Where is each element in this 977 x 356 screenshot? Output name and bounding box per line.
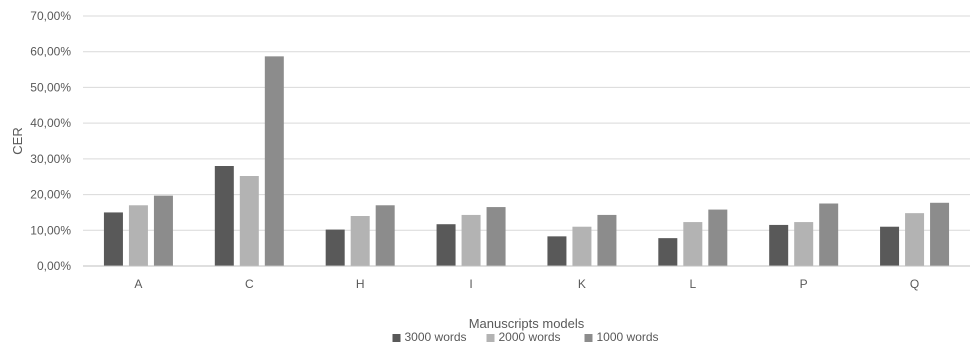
- bar: [658, 238, 678, 266]
- x-tick-label: K: [578, 277, 586, 291]
- bar: [103, 212, 123, 266]
- x-tick-label: Q: [910, 277, 919, 291]
- y-tick-label: 70,00%: [30, 9, 71, 23]
- legend-label: 2000 words: [499, 330, 561, 344]
- bar: [486, 207, 506, 266]
- bar: [708, 209, 728, 266]
- bars: [103, 56, 950, 266]
- y-axis-title: CER: [10, 127, 25, 154]
- x-axis-title: Manuscripts models: [469, 316, 585, 331]
- bar: [547, 236, 567, 266]
- bar: [264, 56, 284, 266]
- bar: [239, 176, 259, 266]
- legend-item: 2000 words: [486, 330, 561, 344]
- bar: [375, 205, 395, 266]
- bar: [436, 224, 456, 266]
- legend-item: 1000 words: [584, 330, 659, 344]
- bar: [214, 166, 234, 266]
- y-tick-label: 50,00%: [30, 80, 71, 94]
- legend-item: 3000 words: [392, 330, 467, 344]
- legend: 3000 words 2000 words 1000 words: [392, 330, 659, 344]
- legend-swatch: [486, 334, 495, 342]
- bar: [325, 229, 345, 266]
- legend-swatch: [392, 334, 401, 342]
- x-tick-label: L: [689, 277, 696, 291]
- bar: [350, 216, 370, 266]
- bar: [769, 224, 789, 266]
- bar: [683, 222, 703, 266]
- y-tick-label: 30,00%: [30, 152, 71, 166]
- bar: [905, 213, 925, 266]
- bar: [880, 226, 900, 266]
- x-tick-label: I: [469, 277, 472, 291]
- y-axis-ticks: 0,00% 10,00% 20,00% 30,00% 40,00% 50,00% 60,00…: [30, 9, 71, 273]
- x-tick-label: H: [356, 277, 365, 291]
- legend-label: 3000 words: [405, 330, 467, 344]
- y-tick-label: 0,00%: [37, 259, 71, 273]
- y-tick-label: 10,00%: [30, 223, 71, 237]
- y-tick-label: 60,00%: [30, 45, 71, 59]
- legend-label: 1000 words: [597, 330, 659, 344]
- bar: [794, 222, 814, 266]
- bar: [930, 202, 950, 266]
- bar: [461, 214, 481, 266]
- bar: [153, 195, 173, 266]
- y-tick-label: 20,00%: [30, 188, 71, 202]
- bar: [819, 203, 839, 266]
- y-tick-label: 40,00%: [30, 116, 71, 130]
- legend-swatch: [584, 334, 593, 342]
- x-tick-label: P: [800, 277, 808, 291]
- bar: [572, 226, 592, 266]
- x-tick-label: C: [245, 277, 254, 291]
- bar: [597, 214, 617, 266]
- bar: [128, 205, 148, 266]
- x-tick-label: A: [134, 277, 142, 291]
